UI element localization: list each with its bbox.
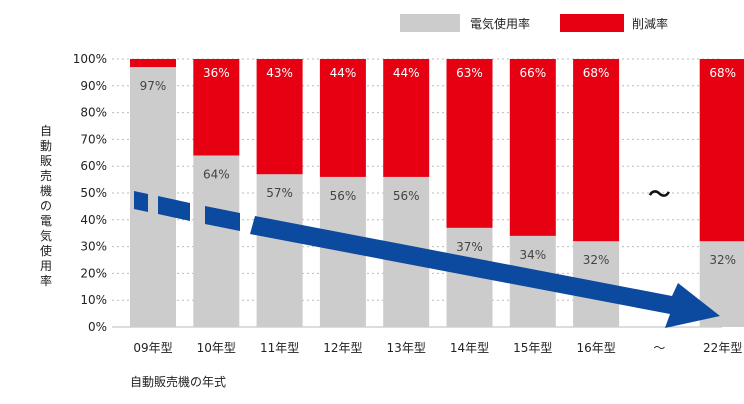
bar-reduction: [256, 59, 303, 175]
x-tick-label: 16年型: [576, 341, 615, 355]
y-tick-label: 100%: [73, 52, 107, 66]
data-label-usage: 32%: [583, 253, 610, 267]
data-label-usage: 34%: [519, 248, 546, 262]
data-label-reduction: 44%: [393, 66, 420, 80]
data-label-usage: 56%: [393, 189, 420, 203]
data-label-usage: 97%: [140, 79, 167, 93]
y-tick-label: 10%: [80, 293, 107, 307]
x-tick-label: 11年型: [260, 341, 299, 355]
data-label-reduction: 44%: [330, 66, 357, 80]
data-label-usage: 64%: [203, 167, 230, 181]
bar-reduction: [319, 59, 366, 177]
bars: 97% 64% 36% 57% 43% 56% 44% 56% 44% 37% 63% 34% 66% 3…: [130, 59, 744, 327]
x-axis-title: 自動販売機の年式: [130, 374, 226, 389]
y-tick-label: 40%: [80, 213, 107, 227]
trend-arrow-body: [250, 216, 720, 328]
y-tick-label: 20%: [80, 266, 107, 280]
bar-usage: [193, 155, 240, 327]
legend-label-reduction: 削減率: [632, 16, 668, 31]
legend-swatch-usage: [400, 14, 460, 32]
data-label-usage: 32%: [709, 253, 736, 267]
x-tick-label: 10年型: [197, 341, 236, 355]
data-label-reduction: 68%: [583, 66, 610, 80]
y-axis: 0% 10% 20% 30% 40% 50% 60% 70% 80% 90% 100%: [73, 52, 107, 334]
x-tick-label: 13年型: [387, 341, 426, 355]
trend-arrow-dash: [158, 196, 190, 221]
x-tick-label: 12年型: [323, 341, 362, 355]
x-tick-label: 14年型: [450, 341, 489, 355]
y-tick-label: 80%: [80, 106, 107, 120]
data-label-usage: 57%: [266, 186, 293, 200]
data-label-reduction: 63%: [456, 66, 483, 80]
data-label-reduction: 43%: [266, 66, 293, 80]
trend-arrow: [134, 191, 720, 328]
legend-swatch-reduction: [560, 14, 624, 32]
bar-reduction: [573, 59, 620, 242]
x-tick-label: 09年型: [133, 341, 172, 355]
y-tick-label: 90%: [80, 79, 107, 93]
y-tick-label: 70%: [80, 132, 107, 146]
gap-marker: ～: [648, 183, 670, 208]
y-tick-label: 0%: [88, 320, 107, 334]
x-axis: 09年型 10年型 11年型 12年型 13年型 14年型 15年型 16年型 ～ 22年型: [133, 341, 742, 355]
y-tick-label: 60%: [80, 159, 107, 173]
bar-reduction: [193, 59, 240, 156]
data-label-usage: 56%: [330, 189, 357, 203]
trend-arrow-dash: [205, 206, 240, 231]
bar-reduction: [130, 59, 176, 68]
y-axis-title: 自動販売機の電気使用率: [40, 124, 52, 288]
data-label-reduction: 36%: [203, 66, 230, 80]
data-label-reduction: 66%: [519, 66, 546, 80]
trend-arrow-dash: [134, 191, 148, 212]
legend-label-usage: 電気使用率: [470, 16, 530, 31]
y-tick-label: 30%: [80, 240, 107, 254]
x-tick-label: 22年型: [703, 341, 742, 355]
data-label-reduction: 68%: [709, 66, 736, 80]
data-label-usage: 37%: [456, 240, 483, 254]
bar-reduction: [383, 59, 430, 177]
legend: 電気使用率 削減率: [400, 14, 668, 32]
x-tick-label: 15年型: [513, 341, 552, 355]
x-tick-label: ～: [653, 341, 665, 355]
bar-reduction: [699, 59, 744, 242]
y-tick-label: 50%: [80, 186, 107, 200]
bar-usage: [256, 174, 303, 327]
bar-reduction: [509, 59, 556, 236]
bar-reduction: [446, 59, 493, 228]
